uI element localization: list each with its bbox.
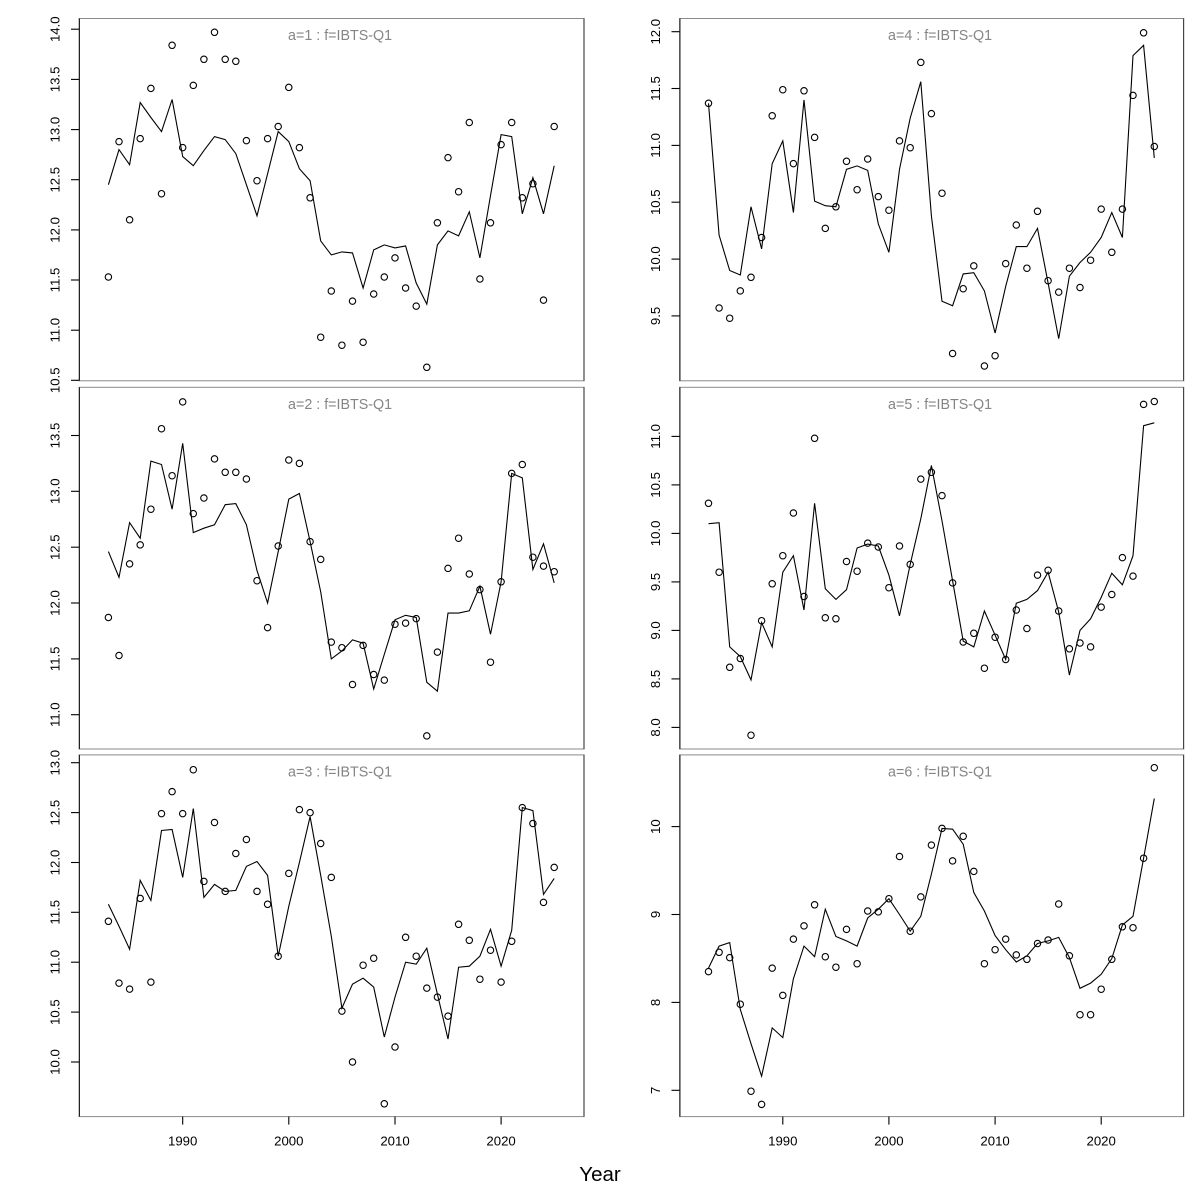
svg-text:11.0: 11.0 (48, 318, 63, 343)
svg-text:10.5: 10.5 (48, 367, 63, 393)
svg-text:a=2 : f=IBTS-Q1: a=2 : f=IBTS-Q1 (288, 397, 392, 413)
svg-text:11.0: 11.0 (648, 424, 663, 449)
svg-text:8: 8 (648, 999, 663, 1006)
svg-text:8.5: 8.5 (648, 670, 663, 688)
svg-text:a=4 : f=IBTS-Q1: a=4 : f=IBTS-Q1 (888, 28, 992, 44)
svg-text:13.0: 13.0 (48, 117, 63, 143)
svg-text:12.5: 12.5 (48, 534, 63, 560)
svg-text:a=6 : f=IBTS-Q1: a=6 : f=IBTS-Q1 (888, 765, 992, 781)
svg-text:10.5: 10.5 (648, 472, 663, 498)
svg-text:10: 10 (648, 819, 663, 834)
svg-text:10.0: 10.0 (648, 246, 663, 272)
svg-text:2020: 2020 (486, 1134, 515, 1149)
svg-text:8.0: 8.0 (648, 718, 663, 736)
svg-text:9: 9 (648, 911, 663, 918)
svg-text:13.0: 13.0 (48, 478, 63, 504)
svg-text:2010: 2010 (380, 1134, 409, 1149)
svg-text:11.5: 11.5 (48, 268, 63, 293)
svg-text:12.5: 12.5 (48, 167, 63, 193)
svg-text:11.5: 11.5 (648, 76, 663, 101)
svg-text:11.0: 11.0 (48, 950, 63, 975)
svg-text:7: 7 (648, 1087, 663, 1094)
svg-text:13.5: 13.5 (48, 67, 63, 93)
svg-text:12.0: 12.0 (48, 217, 63, 243)
svg-text:1990: 1990 (168, 1134, 197, 1149)
svg-text:13.5: 13.5 (48, 423, 63, 449)
svg-text:9.5: 9.5 (648, 307, 663, 325)
svg-text:12.5: 12.5 (48, 800, 63, 826)
svg-text:11.5: 11.5 (48, 647, 63, 672)
svg-text:2020: 2020 (1087, 1134, 1116, 1149)
svg-text:1990: 1990 (768, 1134, 797, 1149)
svg-text:9.0: 9.0 (648, 621, 663, 639)
svg-text:9.5: 9.5 (648, 573, 663, 591)
svg-text:10.5: 10.5 (48, 999, 63, 1025)
svg-text:a=3 : f=IBTS-Q1: a=3 : f=IBTS-Q1 (288, 765, 392, 781)
svg-text:a=5 : f=IBTS-Q1: a=5 : f=IBTS-Q1 (888, 397, 992, 413)
svg-text:10.0: 10.0 (48, 1049, 63, 1075)
svg-text:12.0: 12.0 (648, 19, 663, 45)
svg-text:12.0: 12.0 (48, 850, 63, 876)
svg-text:2010: 2010 (980, 1134, 1009, 1149)
svg-text:11.0: 11.0 (48, 702, 63, 727)
svg-text:11.5: 11.5 (48, 900, 63, 925)
svg-text:10.5: 10.5 (648, 189, 663, 215)
svg-text:Year: Year (579, 1163, 621, 1186)
svg-text:11.0: 11.0 (648, 133, 663, 158)
svg-text:a=1 : f=IBTS-Q1: a=1 : f=IBTS-Q1 (288, 28, 392, 44)
svg-text:12.0: 12.0 (48, 590, 63, 616)
svg-text:2000: 2000 (274, 1134, 303, 1149)
svg-text:13.0: 13.0 (48, 750, 63, 776)
svg-text:10.0: 10.0 (648, 521, 663, 547)
svg-text:2000: 2000 (874, 1134, 903, 1149)
svg-text:14.0: 14.0 (48, 16, 63, 42)
